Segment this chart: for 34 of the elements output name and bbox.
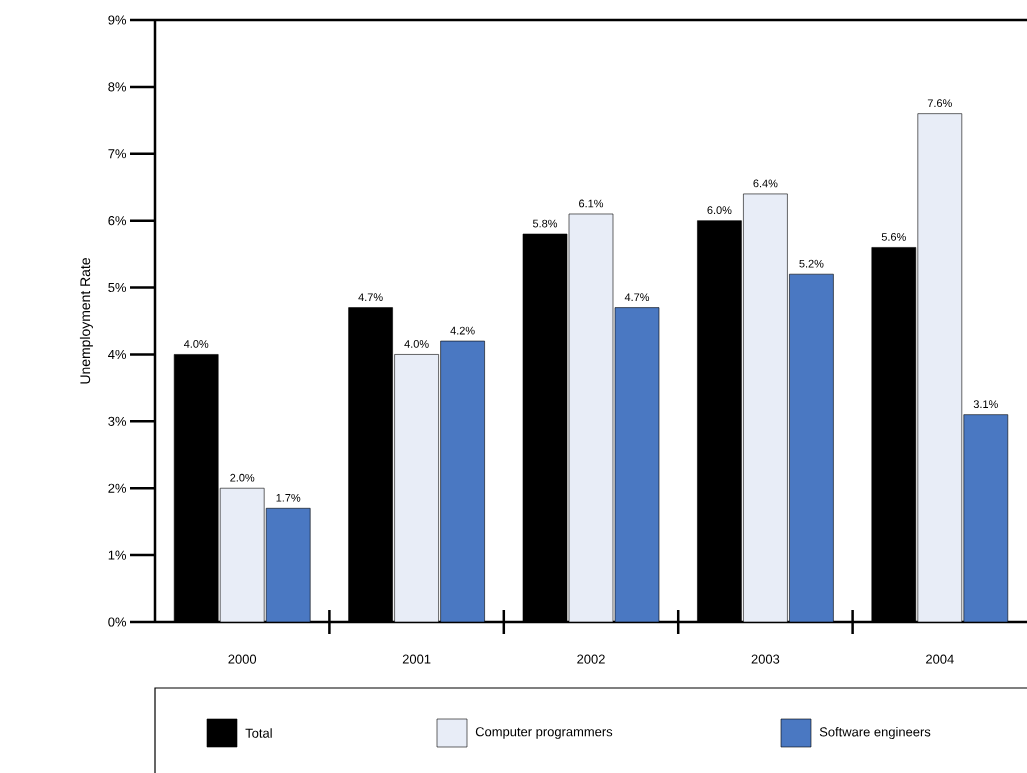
data-label: 4.0% — [404, 340, 429, 348]
x-tick-label: 2000 — [228, 654, 257, 664]
legend-label: Computer programmers — [475, 727, 613, 739]
y-axis-title: Unemployment Rate — [79, 258, 93, 384]
data-label: 5.2% — [799, 259, 824, 268]
data-label: 1.7% — [276, 494, 301, 502]
x-tick-label: 2001 — [402, 654, 431, 664]
y-tick-label: 7% — [108, 149, 127, 159]
data-label: 6.0% — [707, 206, 732, 215]
y-tick-label: 2% — [108, 483, 127, 493]
data-label: 5.8% — [532, 219, 558, 228]
y-tick-label: 8% — [108, 82, 127, 92]
y-tick-label: 4% — [108, 349, 127, 359]
data-label: 4.0% — [183, 340, 209, 348]
data-label: 4.2% — [450, 326, 475, 335]
y-tick-label: 1% — [108, 550, 127, 560]
data-label: 6.1% — [579, 199, 604, 208]
legend-label: Total — [245, 728, 272, 738]
y-tick-label: 6% — [108, 216, 127, 226]
data-label: 4.7% — [358, 293, 383, 301]
x-tick-label: 2003 — [751, 654, 780, 664]
x-tick-label: 2002 — [577, 654, 605, 664]
y-tick-label: 5% — [108, 283, 127, 293]
y-tick-label: 9% — [108, 15, 127, 25]
y-tick-label: 3% — [108, 416, 127, 426]
y-tick-label: 0% — [108, 617, 127, 627]
legend-label: Software engineers — [819, 726, 931, 740]
data-label: 2.0% — [230, 473, 255, 482]
data-label: 7.6% — [927, 99, 952, 108]
data-label: 3.1% — [973, 400, 998, 409]
data-label: 6.4% — [753, 179, 778, 188]
data-label: 4.7% — [624, 293, 650, 301]
data-label: 5.6% — [881, 233, 906, 241]
x-tick-label: 2004 — [926, 654, 954, 664]
